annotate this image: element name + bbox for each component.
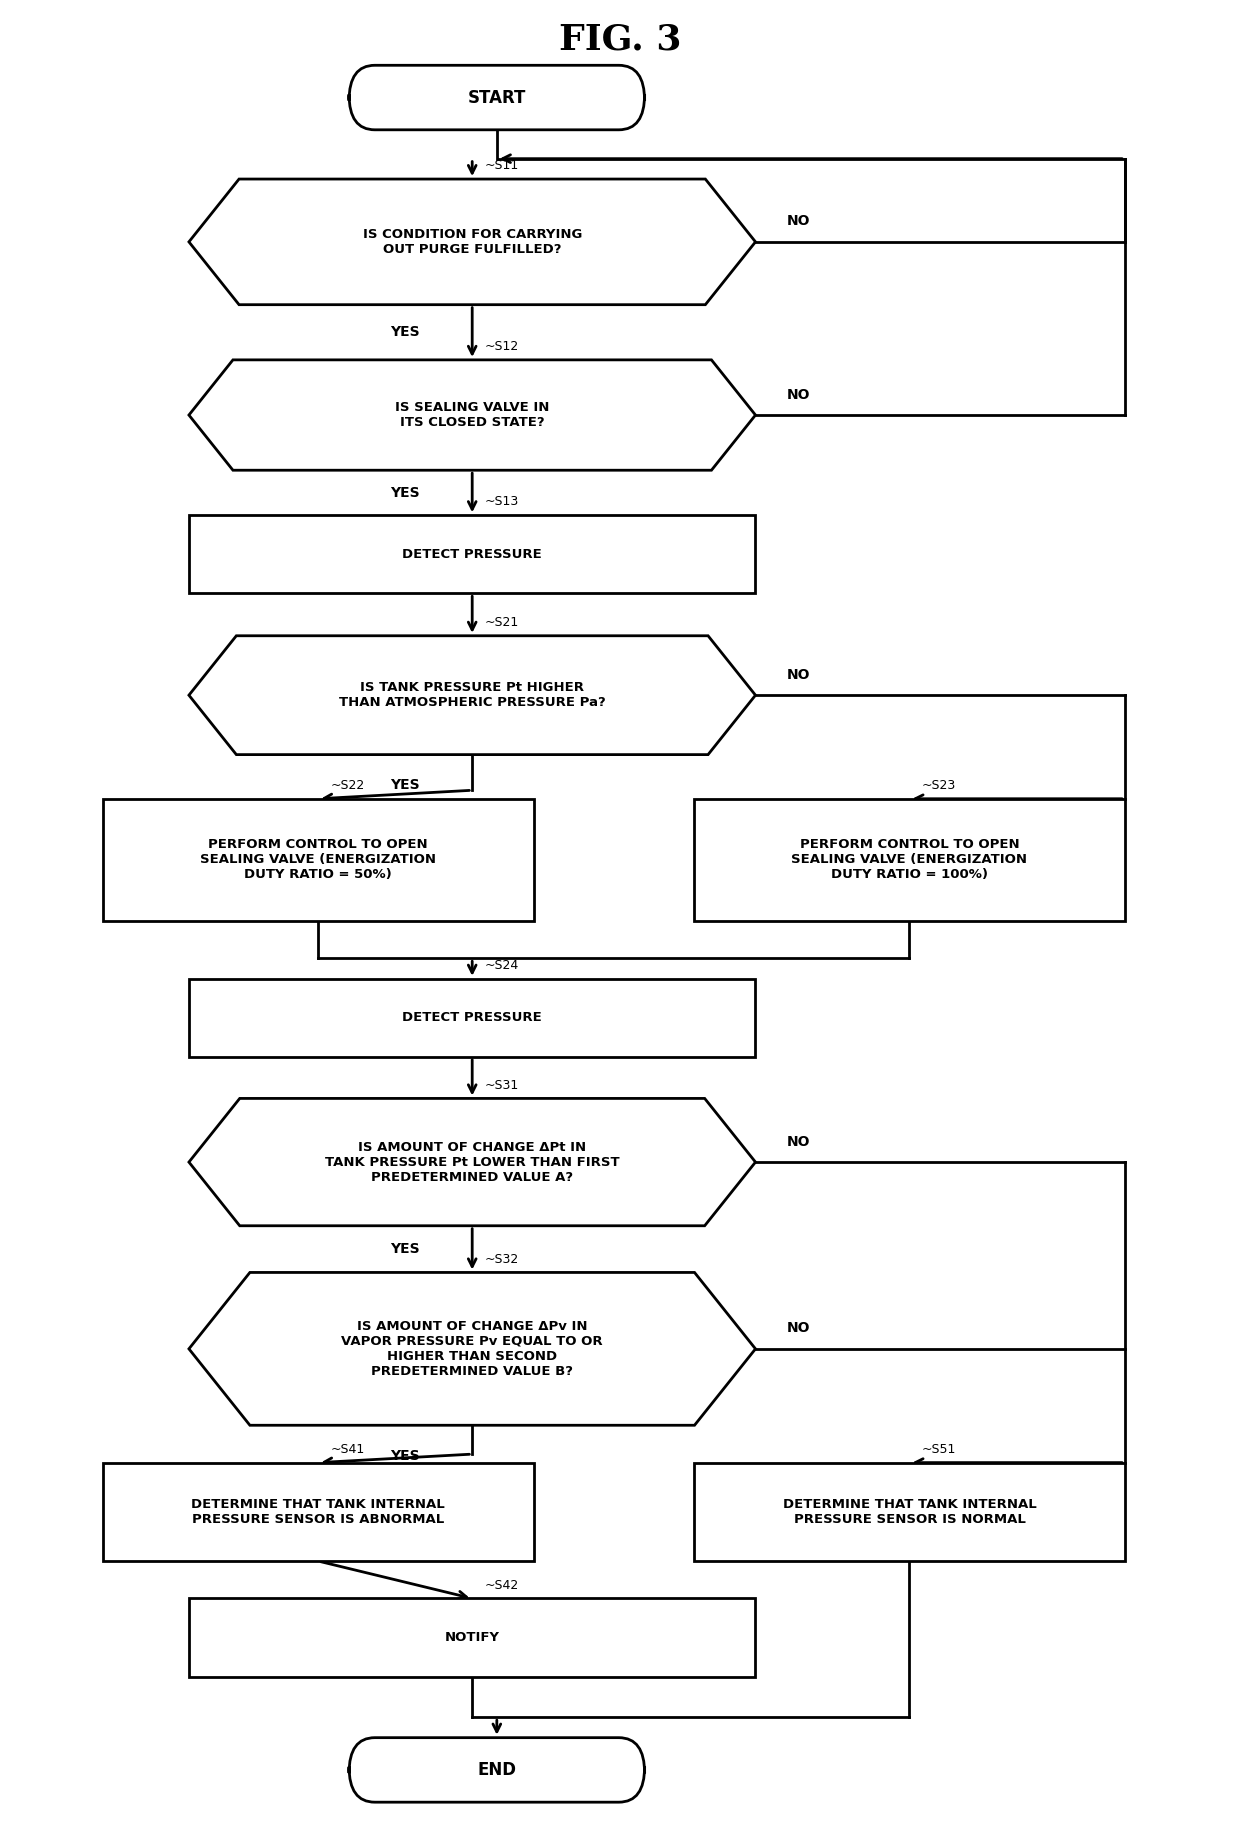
Text: ~S11: ~S11 — [485, 158, 518, 173]
Text: IS SEALING VALVE IN
ITS CLOSED STATE?: IS SEALING VALVE IN ITS CLOSED STATE? — [396, 402, 549, 429]
Text: ~S24: ~S24 — [485, 960, 518, 973]
Text: YES: YES — [389, 326, 419, 339]
Bar — [188, 978, 755, 1057]
Text: DETECT PRESSURE: DETECT PRESSURE — [402, 547, 542, 560]
Text: ~S21: ~S21 — [485, 615, 518, 628]
Bar — [103, 1463, 533, 1560]
Polygon shape — [188, 635, 755, 755]
Text: IS AMOUNT OF CHANGE ΔPt IN
TANK PRESSURE Pt LOWER THAN FIRST
PREDETERMINED VALUE: IS AMOUNT OF CHANGE ΔPt IN TANK PRESSURE… — [325, 1140, 620, 1184]
Text: FIG. 3: FIG. 3 — [559, 22, 681, 57]
Text: NO: NO — [786, 1135, 810, 1149]
Text: YES: YES — [389, 1450, 419, 1463]
Text: IS TANK PRESSURE Pt HIGHER
THAN ATMOSPHERIC PRESSURE Pa?: IS TANK PRESSURE Pt HIGHER THAN ATMOSPHE… — [339, 682, 605, 709]
Text: ~S12: ~S12 — [485, 341, 518, 354]
Text: ~S23: ~S23 — [921, 779, 956, 792]
Text: IS AMOUNT OF CHANGE ΔPv IN
VAPOR PRESSURE Pv EQUAL TO OR
HIGHER THAN SECOND
PRED: IS AMOUNT OF CHANGE ΔPv IN VAPOR PRESSUR… — [341, 1321, 603, 1378]
Polygon shape — [188, 1098, 755, 1225]
Bar — [694, 799, 1125, 921]
Text: DETERMINE THAT TANK INTERNAL
PRESSURE SENSOR IS ABNORMAL: DETERMINE THAT TANK INTERNAL PRESSURE SE… — [191, 1498, 445, 1525]
FancyBboxPatch shape — [348, 64, 645, 129]
Bar — [188, 1599, 755, 1676]
Text: NOTIFY: NOTIFY — [445, 1630, 500, 1645]
Text: ~S42: ~S42 — [485, 1579, 518, 1591]
Text: YES: YES — [389, 777, 419, 792]
Text: ~S41: ~S41 — [331, 1442, 365, 1455]
Bar — [103, 799, 533, 921]
Text: ~S22: ~S22 — [331, 779, 365, 792]
Text: PERFORM CONTROL TO OPEN
SEALING VALVE (ENERGIZATION
DUTY RATIO = 50%): PERFORM CONTROL TO OPEN SEALING VALVE (E… — [200, 838, 436, 880]
Polygon shape — [188, 1273, 755, 1426]
Text: DETECT PRESSURE: DETECT PRESSURE — [402, 1011, 542, 1024]
FancyBboxPatch shape — [348, 1737, 645, 1801]
Text: PERFORM CONTROL TO OPEN
SEALING VALVE (ENERGIZATION
DUTY RATIO = 100%): PERFORM CONTROL TO OPEN SEALING VALVE (E… — [791, 838, 1028, 880]
Text: DETERMINE THAT TANK INTERNAL
PRESSURE SENSOR IS NORMAL: DETERMINE THAT TANK INTERNAL PRESSURE SE… — [782, 1498, 1037, 1525]
Polygon shape — [188, 359, 755, 470]
Text: ~S51: ~S51 — [921, 1442, 956, 1455]
Text: START: START — [467, 88, 526, 107]
Text: ~S13: ~S13 — [485, 495, 518, 508]
Text: NO: NO — [786, 387, 810, 402]
Text: NO: NO — [786, 214, 810, 228]
Text: NO: NO — [786, 1321, 810, 1335]
Text: ~S32: ~S32 — [485, 1253, 518, 1265]
Polygon shape — [188, 179, 755, 304]
Text: END: END — [477, 1761, 516, 1779]
Text: YES: YES — [389, 486, 419, 499]
Bar — [188, 516, 755, 593]
Text: ~S31: ~S31 — [485, 1079, 518, 1092]
Text: NO: NO — [786, 669, 810, 682]
Text: IS CONDITION FOR CARRYING
OUT PURGE FULFILLED?: IS CONDITION FOR CARRYING OUT PURGE FULF… — [362, 228, 582, 256]
Text: YES: YES — [389, 1242, 419, 1256]
Bar — [694, 1463, 1125, 1560]
